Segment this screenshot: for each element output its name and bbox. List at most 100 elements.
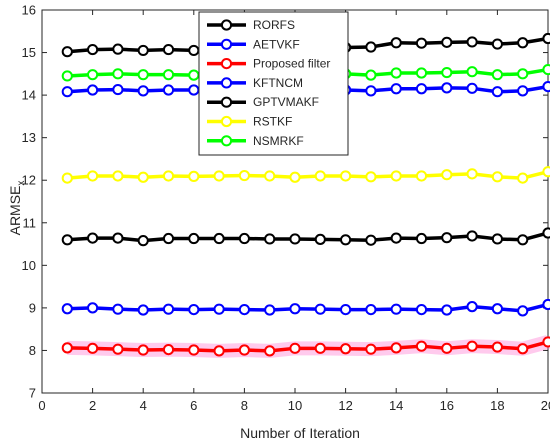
- legend-marker: [220, 77, 233, 89]
- y-tick-label: 13: [22, 130, 36, 145]
- data-point: [466, 301, 478, 313]
- data-point: [87, 170, 99, 182]
- data-point: [517, 343, 529, 355]
- series-kftncm: [61, 298, 550, 317]
- data-point: [542, 81, 550, 93]
- data-point: [264, 170, 276, 182]
- data-point: [415, 83, 428, 95]
- data-point: [415, 232, 428, 245]
- data-point: [112, 68, 124, 80]
- data-point: [238, 169, 250, 182]
- series-rstkf: [61, 166, 550, 184]
- data-point: [517, 37, 529, 49]
- legend-item: GPTVMAKF: [207, 95, 319, 109]
- data-point: [188, 232, 200, 245]
- x-tick-label: 8: [241, 398, 248, 413]
- data-point: [112, 303, 124, 315]
- legend-label: RSTKF: [253, 115, 292, 129]
- data-point: [314, 170, 326, 182]
- data-point: [390, 83, 402, 95]
- data-point: [188, 69, 200, 81]
- y-tick-label: 12: [22, 173, 36, 188]
- data-point: [390, 37, 402, 49]
- data-point: [314, 303, 326, 315]
- data-point: [491, 38, 503, 50]
- data-point: [390, 67, 402, 79]
- data-point: [112, 43, 124, 55]
- data-point: [61, 342, 73, 354]
- data-point: [264, 304, 276, 316]
- data-point: [491, 303, 503, 315]
- data-point: [491, 233, 503, 245]
- data-point: [87, 302, 99, 314]
- data-point: [289, 171, 301, 183]
- data-point: [340, 343, 352, 355]
- data-point: [365, 69, 377, 81]
- data-point: [365, 343, 377, 355]
- data-point: [365, 171, 377, 183]
- data-point: [112, 170, 124, 182]
- data-point: [365, 303, 377, 316]
- series-proposed-filter: [61, 336, 550, 357]
- data-point: [441, 304, 453, 316]
- data-point: [162, 84, 175, 96]
- y-axis-label: ARMSEx: [7, 181, 27, 236]
- data-point: [213, 303, 225, 315]
- legend-marker: [220, 58, 233, 70]
- data-point: [188, 303, 200, 316]
- data-point: [441, 169, 453, 181]
- data-point: [188, 344, 200, 356]
- data-point: [517, 172, 529, 184]
- data-point: [188, 170, 200, 182]
- x-tick-label: 10: [288, 398, 302, 413]
- data-point: [466, 168, 478, 180]
- legend-label: GPTVMAKF: [253, 95, 319, 109]
- data-point: [415, 170, 428, 182]
- legend-marker: [220, 96, 233, 108]
- legend-marker: [220, 135, 233, 147]
- data-point: [137, 235, 149, 247]
- data-point: [213, 232, 225, 245]
- y-tick-label: 16: [22, 3, 36, 18]
- data-point: [390, 232, 402, 244]
- data-point: [441, 82, 453, 94]
- data-point: [137, 171, 149, 183]
- data-point: [466, 230, 478, 242]
- data-point: [466, 66, 478, 78]
- y-tick-label: 7: [29, 386, 36, 401]
- data-point: [517, 85, 529, 97]
- y-tick-label: 10: [22, 258, 36, 273]
- data-point: [87, 69, 99, 81]
- data-point: [441, 36, 453, 48]
- y-tick-label: 15: [22, 45, 36, 60]
- data-point: [87, 342, 99, 354]
- data-point: [61, 70, 73, 82]
- y-tick-label: 9: [29, 300, 36, 315]
- data-point: [415, 37, 428, 49]
- data-point: [137, 344, 149, 356]
- data-point: [162, 343, 175, 356]
- data-point: [390, 342, 402, 354]
- data-point: [365, 234, 377, 246]
- data-point: [61, 46, 73, 58]
- y-axis-label-main: ARMSE: [7, 186, 23, 236]
- data-point: [415, 303, 428, 316]
- x-tick-label: 4: [140, 398, 147, 413]
- legend-marker: [220, 38, 233, 50]
- x-tick-label: 20: [541, 398, 550, 413]
- data-point: [162, 170, 175, 182]
- data-point: [238, 232, 250, 245]
- y-tick-label: 14: [22, 88, 36, 103]
- data-point: [289, 233, 301, 245]
- legend-item: Proposed filter: [207, 57, 330, 71]
- legend-label: NSMRKF: [253, 134, 304, 148]
- data-point: [289, 303, 301, 315]
- data-point: [517, 68, 529, 80]
- data-point: [542, 166, 550, 178]
- data-point: [415, 67, 428, 79]
- data-point: [289, 342, 301, 354]
- data-point: [137, 44, 149, 57]
- data-point: [61, 234, 73, 246]
- y-tick-label: 8: [29, 343, 36, 358]
